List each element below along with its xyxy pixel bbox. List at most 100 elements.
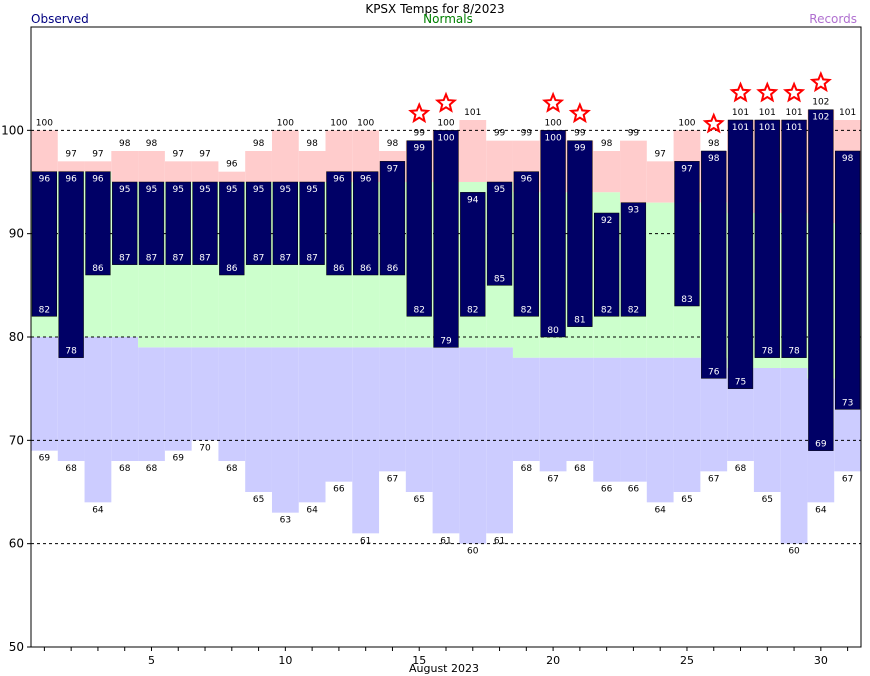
record-low-label: 64	[654, 505, 666, 515]
record-high-band	[164, 161, 192, 182]
record-low-band	[298, 347, 326, 503]
record-high-band	[138, 151, 165, 182]
observed-high-label: 93	[628, 206, 639, 216]
observed-low-label: 83	[681, 295, 692, 305]
record-low-label: 61	[440, 536, 451, 546]
observed-high-label: 95	[253, 185, 264, 195]
observed-high-label: 95	[119, 185, 130, 195]
record-high-label: 98	[708, 139, 720, 149]
record-low-band	[459, 347, 487, 544]
record-high-label: 101	[759, 108, 776, 118]
observed-low-label: 78	[762, 347, 774, 357]
record-high-band	[593, 151, 621, 193]
record-high-label: 97	[92, 149, 103, 159]
observed-bar	[58, 171, 84, 358]
record-high-band	[57, 161, 85, 172]
record-low-label: 60	[467, 547, 479, 557]
record-low-band	[593, 357, 621, 482]
observed-bar	[781, 119, 807, 358]
record-low-label: 68	[735, 464, 747, 474]
record-star-icon	[434, 91, 458, 113]
observed-bar	[808, 109, 834, 451]
record-star-icon	[809, 71, 832, 93]
record-low-label: 67	[708, 474, 719, 484]
normal-band	[646, 202, 674, 358]
observed-high-label: 97	[681, 164, 692, 174]
observed-bar	[299, 181, 325, 265]
record-star-icon	[408, 102, 431, 124]
record-low-band	[379, 347, 406, 472]
record-low-band	[111, 337, 139, 461]
chart-title: KPSX Temps for 8/2023	[365, 2, 504, 16]
observed-bar	[567, 140, 593, 327]
y-tick-label: 80	[9, 330, 24, 344]
record-high-label: 97	[654, 149, 665, 159]
record-low-label: 70	[199, 443, 211, 453]
observed-high-label: 96	[521, 175, 533, 185]
record-low-band	[138, 347, 165, 461]
record-low-band	[753, 368, 781, 492]
record-high-label: 100	[357, 118, 374, 128]
record-high-label: 99	[574, 129, 586, 139]
record-high-label: 100	[36, 118, 53, 128]
observed-low-label: 81	[574, 316, 585, 326]
record-low-label: 67	[842, 474, 853, 484]
record-low-label: 67	[547, 474, 558, 484]
record-high-label: 101	[839, 108, 856, 118]
observed-bar	[754, 119, 780, 358]
record-low-band	[780, 368, 808, 544]
legend-records: Records	[809, 12, 857, 26]
observed-bar	[192, 181, 218, 265]
observed-bar	[219, 181, 245, 276]
observed-high-label: 95	[199, 185, 210, 195]
observed-bar	[31, 171, 58, 317]
record-high-band	[486, 140, 513, 182]
observed-high-label: 98	[842, 154, 854, 164]
record-high-label: 97	[173, 149, 184, 159]
observed-high-label: 95	[494, 185, 505, 195]
record-star-icon	[568, 102, 591, 124]
record-low-label: 61	[494, 536, 505, 546]
record-low-band	[325, 347, 353, 482]
observed-high-label: 99	[574, 144, 586, 154]
observed-high-label: 100	[437, 133, 454, 143]
observed-low-label: 82	[628, 305, 639, 315]
record-low-label: 68	[226, 464, 238, 474]
observed-high-label: 98	[708, 154, 720, 164]
record-high-label: 98	[146, 139, 158, 149]
observed-high-label: 95	[280, 185, 291, 195]
record-high-band	[31, 130, 58, 172]
record-low-label: 64	[306, 505, 318, 515]
observed-bar	[138, 181, 165, 265]
record-high-band	[620, 140, 647, 203]
record-low-label: 68	[574, 464, 586, 474]
record-low-label: 68	[521, 464, 533, 474]
record-star-icon	[702, 112, 725, 134]
record-low-label: 64	[92, 505, 104, 515]
legend-observed: Observed	[31, 12, 89, 26]
y-tick-label: 100	[1, 123, 24, 137]
observed-bar	[460, 192, 486, 317]
observed-high-label: 102	[812, 113, 829, 123]
record-low-band	[620, 357, 647, 482]
observed-high-label: 97	[387, 164, 398, 174]
record-high-label: 99	[628, 129, 640, 139]
observed-bar	[727, 119, 754, 389]
observed-low-label: 78	[65, 347, 77, 357]
record-low-band	[271, 347, 299, 513]
x-tick-label: 10	[278, 654, 292, 667]
observed-low-label: 75	[735, 378, 746, 388]
record-high-label: 99	[521, 129, 533, 139]
observed-high-label: 96	[65, 175, 77, 185]
observed-bar	[701, 150, 727, 379]
record-low-label: 65	[762, 495, 773, 505]
record-low-band	[539, 357, 567, 472]
record-star-icon	[782, 81, 806, 103]
record-high-band	[245, 151, 272, 182]
observed-high-label: 96	[333, 175, 345, 185]
x-tick-label: 25	[680, 654, 694, 667]
record-high-band	[84, 161, 112, 172]
record-high-label: 98	[253, 139, 265, 149]
record-high-label: 96	[226, 160, 238, 170]
record-high-label: 101	[785, 108, 802, 118]
